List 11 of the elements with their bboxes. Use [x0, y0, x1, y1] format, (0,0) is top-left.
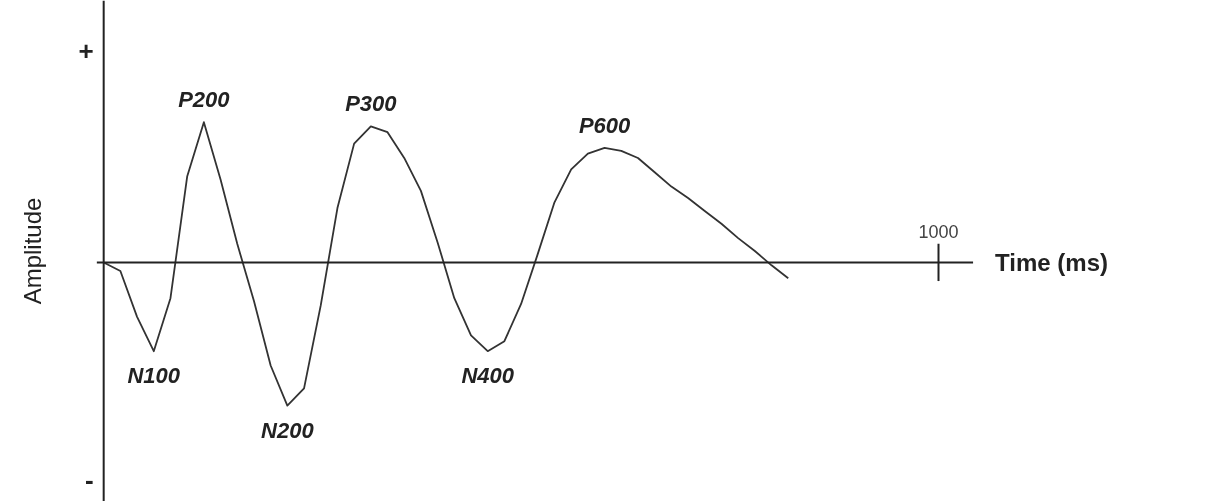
- annotation: P600: [578, 112, 632, 138]
- y-axis-title: Amplitude: [18, 197, 46, 305]
- text: 1000: [918, 221, 959, 242]
- text: -: [85, 465, 94, 496]
- text: N200: [261, 417, 315, 443]
- text: Time (ms): [995, 248, 1108, 276]
- annotation: N400: [461, 363, 515, 389]
- text: P200: [178, 87, 231, 113]
- annotation: N100: [127, 363, 181, 389]
- text: P300: [345, 91, 398, 117]
- text: +: [78, 35, 94, 66]
